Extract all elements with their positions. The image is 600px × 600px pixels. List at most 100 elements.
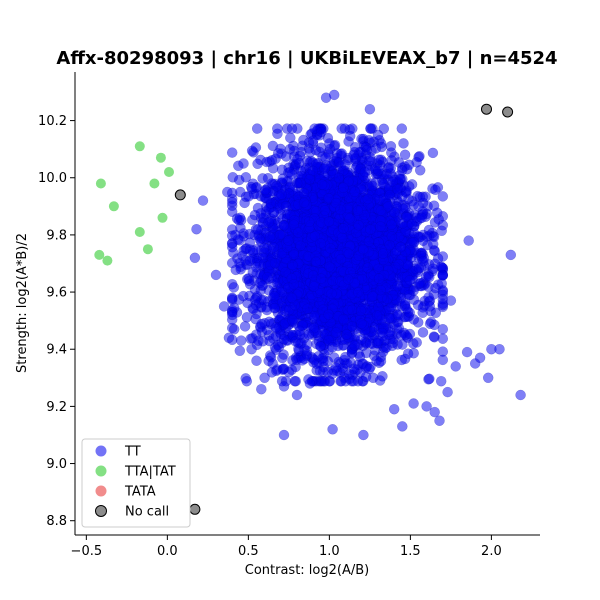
legend-marker xyxy=(95,445,107,457)
data-point xyxy=(269,303,280,314)
data-point xyxy=(264,231,276,243)
data-point xyxy=(364,363,375,375)
data-point xyxy=(314,365,326,377)
data-point xyxy=(346,304,358,316)
y-tick-label: 9.4 xyxy=(46,343,67,358)
data-point xyxy=(408,398,419,409)
data-point xyxy=(278,381,290,392)
data-point xyxy=(396,191,408,202)
data-point xyxy=(435,375,447,387)
data-point xyxy=(505,249,517,261)
data-point xyxy=(257,173,268,184)
data-point xyxy=(401,163,413,175)
data-point xyxy=(298,187,310,199)
data-point xyxy=(373,154,385,166)
data-point xyxy=(349,340,360,351)
data-point xyxy=(385,163,396,174)
y-ticks: 8.89.09.29.49.69.810.010.2 xyxy=(38,114,75,529)
data-point xyxy=(365,123,377,134)
data-point xyxy=(280,267,291,278)
data-point xyxy=(416,212,427,224)
data-point xyxy=(387,337,399,349)
data-point xyxy=(375,284,386,296)
data-point xyxy=(270,322,282,333)
data-point xyxy=(342,274,354,285)
data-point xyxy=(417,307,428,318)
data-point xyxy=(365,224,376,235)
data-point xyxy=(324,138,335,149)
data-point xyxy=(134,227,145,237)
legend-label: No call xyxy=(125,505,169,520)
data-point xyxy=(295,240,306,252)
data-point xyxy=(367,180,378,192)
data-point xyxy=(142,244,153,255)
data-point xyxy=(434,415,445,426)
data-point xyxy=(335,375,346,387)
data-point xyxy=(367,372,379,384)
data-point xyxy=(376,327,388,339)
data-point xyxy=(395,241,406,253)
data-point xyxy=(481,103,492,115)
data-point xyxy=(383,200,394,212)
data-point xyxy=(328,89,340,101)
data-point xyxy=(437,191,449,202)
data-point xyxy=(413,201,424,212)
data-point xyxy=(373,165,384,176)
data-point xyxy=(257,280,268,292)
x-tick-label: 2.0 xyxy=(481,544,502,559)
y-tick-label: 10.2 xyxy=(38,114,67,129)
data-point xyxy=(327,424,338,435)
data-point xyxy=(346,321,358,332)
data-point xyxy=(269,257,281,269)
data-point xyxy=(363,236,375,248)
data-point xyxy=(313,351,324,362)
data-point xyxy=(316,126,327,138)
data-point xyxy=(226,309,238,321)
y-tick-label: 9.6 xyxy=(46,286,67,301)
data-point xyxy=(302,339,313,350)
data-point xyxy=(102,255,113,266)
data-point xyxy=(424,301,436,312)
y-tick-label: 8.8 xyxy=(46,514,67,529)
data-point xyxy=(269,290,280,302)
data-point xyxy=(338,182,349,194)
data-point xyxy=(230,229,241,241)
data-point xyxy=(241,312,253,323)
data-point xyxy=(404,275,416,286)
x-tick-label: −0.5 xyxy=(71,544,103,559)
data-point xyxy=(315,238,326,249)
data-point xyxy=(377,248,389,259)
data-point xyxy=(155,152,166,163)
data-point xyxy=(252,158,263,170)
data-point xyxy=(238,290,249,302)
data-point xyxy=(303,329,315,340)
data-point xyxy=(222,186,233,198)
data-point xyxy=(226,206,238,217)
data-point xyxy=(285,132,296,144)
data-point xyxy=(450,361,461,372)
data-point xyxy=(343,248,355,260)
data-point xyxy=(278,334,290,345)
data-point xyxy=(319,205,331,216)
data-point xyxy=(241,375,253,387)
data-point xyxy=(396,354,407,366)
legend-label: TATA xyxy=(124,485,156,500)
series-tta-tat xyxy=(94,141,174,266)
data-point xyxy=(226,257,238,269)
data-point xyxy=(228,282,240,293)
data-point xyxy=(399,149,411,161)
data-point xyxy=(309,230,321,242)
data-point xyxy=(393,322,405,334)
data-point xyxy=(291,389,303,401)
data-point xyxy=(276,189,287,200)
data-point xyxy=(430,184,441,196)
legend-marker xyxy=(95,465,107,477)
data-point xyxy=(289,375,301,387)
y-axis-label: Strength: log2(A*B)/2 xyxy=(15,233,30,373)
data-point xyxy=(482,372,494,384)
data-point xyxy=(320,152,331,163)
data-point xyxy=(277,352,288,364)
data-point xyxy=(382,293,393,305)
data-point xyxy=(461,346,473,358)
